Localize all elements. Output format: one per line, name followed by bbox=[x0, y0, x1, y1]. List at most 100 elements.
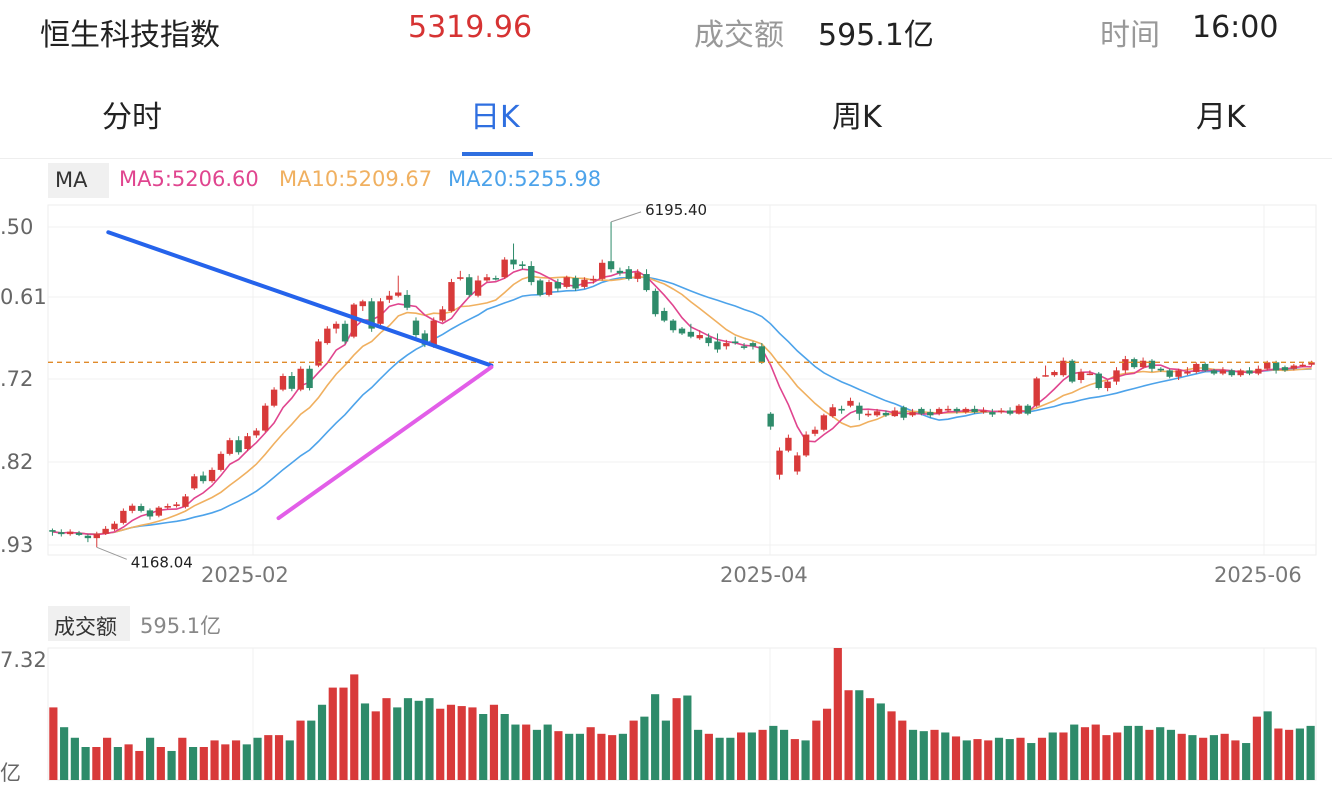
candle-body bbox=[909, 412, 916, 416]
volume-bar bbox=[436, 708, 445, 780]
volume-bar bbox=[586, 727, 595, 780]
candle-body bbox=[324, 328, 331, 344]
volume-bar bbox=[371, 711, 380, 780]
volume-bar bbox=[1220, 733, 1229, 780]
price-annotations: 6195.40 4168.04 bbox=[96, 201, 707, 571]
candle-body bbox=[492, 278, 499, 280]
volume-bar bbox=[1263, 711, 1272, 780]
candle-body bbox=[1166, 370, 1173, 377]
candle-body bbox=[93, 534, 100, 539]
volume-bar bbox=[908, 729, 918, 780]
high-label: 6195.40 bbox=[645, 201, 707, 219]
candle-body bbox=[84, 535, 92, 539]
candle-body bbox=[616, 270, 624, 274]
volume-bar bbox=[951, 736, 961, 780]
candle-body bbox=[891, 410, 899, 417]
candle-body bbox=[66, 531, 74, 535]
candle-body bbox=[723, 343, 730, 347]
volume-bar bbox=[683, 695, 692, 780]
volume-bar bbox=[167, 750, 176, 780]
candle-body bbox=[980, 410, 987, 413]
volume-bar bbox=[962, 740, 971, 780]
candle-body bbox=[1219, 370, 1227, 374]
volume-indicator-button[interactable]: 成交额 bbox=[48, 606, 130, 641]
tab-monthly-k[interactable]: 月K bbox=[1196, 100, 1246, 135]
candle-body bbox=[279, 375, 287, 390]
candle-body bbox=[1113, 370, 1120, 382]
candle-body bbox=[918, 408, 925, 414]
candle-body bbox=[1122, 359, 1129, 371]
tab-weekly-k[interactable]: 周K bbox=[832, 100, 882, 135]
volume-bar bbox=[221, 744, 230, 780]
candle-body bbox=[962, 408, 969, 413]
volume-bar bbox=[941, 732, 950, 780]
volume-bar bbox=[919, 731, 928, 780]
candle-body bbox=[581, 279, 588, 287]
volume-bar bbox=[801, 740, 810, 780]
candle-body bbox=[528, 266, 535, 283]
ma-label: MA bbox=[55, 168, 88, 192]
candle-body bbox=[297, 368, 304, 390]
tab-daily-k[interactable]: 日K bbox=[470, 100, 520, 135]
candle-body bbox=[661, 310, 668, 321]
time-label: 时间 bbox=[1100, 18, 1160, 53]
volume-bar bbox=[1070, 724, 1079, 780]
candle-body bbox=[262, 405, 269, 431]
candle-body bbox=[1086, 373, 1094, 376]
candle-body bbox=[927, 412, 934, 416]
volume-bar bbox=[543, 724, 552, 780]
candle-body bbox=[935, 408, 943, 414]
volume-bar bbox=[382, 698, 391, 780]
candle-body bbox=[253, 430, 260, 436]
ma10-value: MA10:5209.67 bbox=[279, 167, 433, 191]
trendlines bbox=[48, 230, 1316, 521]
volume-bar bbox=[210, 740, 219, 780]
time-value: 16:00 bbox=[1192, 10, 1279, 45]
candle-body bbox=[270, 389, 278, 406]
candle-body bbox=[953, 408, 961, 412]
ma20-value: MA20:5255.98 bbox=[448, 167, 602, 191]
candle-body bbox=[590, 278, 597, 281]
volume-bar bbox=[60, 727, 69, 780]
candle-body bbox=[102, 528, 109, 534]
candle-body bbox=[536, 280, 544, 295]
candle-body bbox=[403, 294, 411, 308]
candlesticks bbox=[49, 221, 1315, 548]
candle-body bbox=[199, 475, 207, 482]
candle-body bbox=[244, 436, 251, 450]
candle-body bbox=[714, 341, 721, 350]
volume-bar bbox=[1005, 739, 1014, 780]
candle-body bbox=[1157, 368, 1165, 371]
volume-bar bbox=[694, 729, 703, 780]
volume-bar bbox=[1048, 732, 1057, 780]
candle-body bbox=[226, 440, 233, 454]
candle-body bbox=[811, 429, 819, 434]
volume-bar bbox=[285, 740, 294, 780]
tab-intraday[interactable]: 分时 bbox=[102, 100, 162, 135]
volume-bar bbox=[973, 739, 982, 780]
volume-bar bbox=[81, 747, 90, 780]
chart-grid bbox=[47, 204, 1317, 781]
candle-body bbox=[847, 400, 854, 406]
candle-body bbox=[749, 343, 757, 347]
candle-body bbox=[58, 532, 65, 535]
candle-body bbox=[341, 323, 349, 342]
y-tick: .82 bbox=[0, 450, 34, 474]
volume-bar bbox=[930, 729, 939, 780]
candle-body bbox=[208, 469, 216, 482]
volume-bar bbox=[887, 711, 896, 780]
volume-bar bbox=[296, 720, 305, 780]
candle-body bbox=[944, 408, 952, 411]
candle-body bbox=[599, 262, 606, 279]
candle-body bbox=[483, 277, 491, 281]
volume-bar bbox=[715, 737, 724, 780]
volume-bar bbox=[640, 716, 649, 780]
candle-body bbox=[430, 320, 437, 347]
moving-average-lines bbox=[52, 268, 1312, 536]
candle-body bbox=[315, 341, 322, 366]
ma-indicator-button[interactable]: MA bbox=[48, 163, 109, 198]
candle-body bbox=[332, 323, 340, 329]
volume-bar bbox=[1156, 727, 1165, 780]
candle-body bbox=[1131, 359, 1138, 368]
